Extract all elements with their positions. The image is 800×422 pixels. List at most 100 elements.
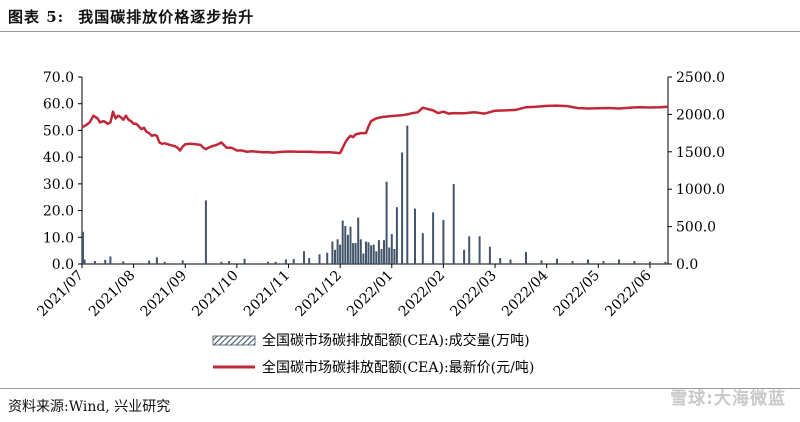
- volume-bar: [331, 241, 334, 264]
- volume-bar: [274, 261, 277, 264]
- left-tick-label: 50.0: [43, 123, 74, 139]
- volume-bar: [318, 254, 321, 264]
- volume-bar: [163, 261, 166, 264]
- left-tick-label: 40.0: [43, 150, 74, 166]
- volume-bar: [93, 261, 96, 264]
- volume-bar: [556, 258, 558, 264]
- volume-bar: [357, 217, 360, 264]
- top-rule: [0, 31, 800, 32]
- volume-bar: [463, 249, 466, 264]
- watermark: 雪球:大海微蓝: [670, 389, 786, 409]
- volume-bar: [122, 261, 125, 264]
- volume-bar: [509, 259, 512, 264]
- volume-bar: [421, 233, 424, 264]
- volume-bar: [380, 249, 383, 264]
- right-tick-label: 1000.0: [676, 182, 725, 198]
- price-line: [81, 104, 669, 155]
- volume-bar: [393, 249, 396, 264]
- bottom-rule: [0, 388, 800, 389]
- volume-bar: [365, 241, 367, 264]
- x-tick-label: 2021/11: [241, 268, 293, 320]
- volume-bar: [109, 256, 112, 264]
- x-tick-label: 2021/12: [293, 268, 345, 320]
- volume-bar: [370, 245, 373, 264]
- volume-bar: [334, 249, 336, 264]
- volume-bar: [377, 240, 380, 264]
- left-tick-label: 10.0: [43, 230, 74, 246]
- volume-bar: [602, 261, 605, 264]
- volume-bar: [571, 261, 574, 264]
- right-tick-label: 500.0: [676, 220, 716, 236]
- left-tick-label: 0.0: [52, 257, 74, 273]
- volume-bar: [540, 260, 543, 264]
- volume-bar: [303, 251, 305, 264]
- volume-bar: [336, 239, 339, 264]
- volume-bar: [488, 246, 491, 264]
- left-tick-label: 30.0: [43, 177, 74, 193]
- volume-bar: [452, 184, 455, 264]
- volume-bar: [349, 226, 352, 264]
- volume-bar: [367, 242, 370, 264]
- left-tick-label: 20.0: [43, 204, 74, 220]
- volume-bar: [83, 259, 86, 264]
- x-tick-label: 2021/10: [189, 268, 241, 320]
- x-tick-label: 2022/05: [551, 268, 603, 320]
- volume-bar: [266, 261, 269, 264]
- volume-bar: [390, 234, 393, 264]
- source-note: 资料来源:Wind, 兴业研究: [8, 399, 171, 415]
- volume-bar: [284, 259, 287, 264]
- volume-bar: [220, 261, 223, 264]
- volume-bar: [525, 252, 527, 264]
- right-tick-label: 2500.0: [676, 70, 725, 86]
- volume-bar: [341, 220, 344, 264]
- volume-bar: [664, 261, 667, 264]
- x-tick-label: 2022/02: [396, 268, 448, 320]
- volume-bar: [618, 259, 620, 264]
- volume-bar: [292, 259, 295, 264]
- right-tick-label: 0.0: [676, 257, 698, 273]
- x-tick-label: 2022/01: [344, 268, 396, 320]
- volume-bar: [633, 261, 636, 264]
- volume-bar: [401, 152, 404, 264]
- volume-bar: [372, 244, 375, 264]
- x-tick-label: 2022/04: [499, 267, 552, 320]
- volume-bar: [148, 260, 151, 264]
- volume-bar: [326, 252, 329, 264]
- volume-bar: [648, 261, 651, 264]
- volume-bar: [243, 258, 246, 264]
- volume-bar: [362, 253, 365, 264]
- volume-bar: [375, 251, 378, 264]
- volume-bar: [204, 200, 207, 264]
- x-tick-label: 2022/03: [447, 268, 499, 320]
- legend-volume-swatch: [212, 335, 256, 346]
- volume-bar: [308, 258, 311, 264]
- volume-bar: [388, 247, 391, 264]
- x-tick-label: 2022/06: [602, 267, 655, 320]
- x-tick-label: 2021/08: [86, 268, 138, 320]
- left-tick-label: 70.0: [43, 70, 74, 86]
- volume-bar: [385, 181, 388, 264]
- figure-title: 图表 5: 我国碳排放价格逐步抬升: [8, 6, 254, 27]
- figure-number: 图表 5:: [8, 8, 65, 26]
- right-tick-label: 2000.0: [676, 107, 725, 123]
- volume-bar: [432, 212, 435, 264]
- volume-bar: [359, 239, 362, 264]
- volume-bar: [181, 260, 184, 264]
- x-tick-label: 2021/09: [138, 268, 190, 320]
- price-series-line: [81, 104, 669, 155]
- volume-bar: [478, 236, 481, 264]
- figure-title-text: 我国碳排放价格逐步抬升: [78, 8, 255, 26]
- left-tick-label: 60.0: [43, 97, 74, 113]
- volume-bar: [344, 225, 347, 264]
- volume-bar: [499, 258, 502, 264]
- volume-bar: [587, 259, 589, 264]
- volume-bar: [468, 236, 471, 264]
- chart: 0.0 10.0 20.0 30.0 40.0 50.0 60.0 70.0 0.0 500.0 1…: [34, 70, 725, 376]
- volume-bars: [82, 125, 667, 264]
- volume-bar: [352, 243, 355, 264]
- chart-legend: 全国碳市场碳排放配额(CEA):成交量(万吨) 全国碳市场碳排放配额(CEA):最…: [212, 332, 534, 376]
- x-tick-label: 2021/07: [34, 268, 86, 320]
- volume-bar: [414, 208, 416, 264]
- volume-bar: [82, 231, 84, 264]
- right-tick-label: 1500.0: [676, 145, 725, 161]
